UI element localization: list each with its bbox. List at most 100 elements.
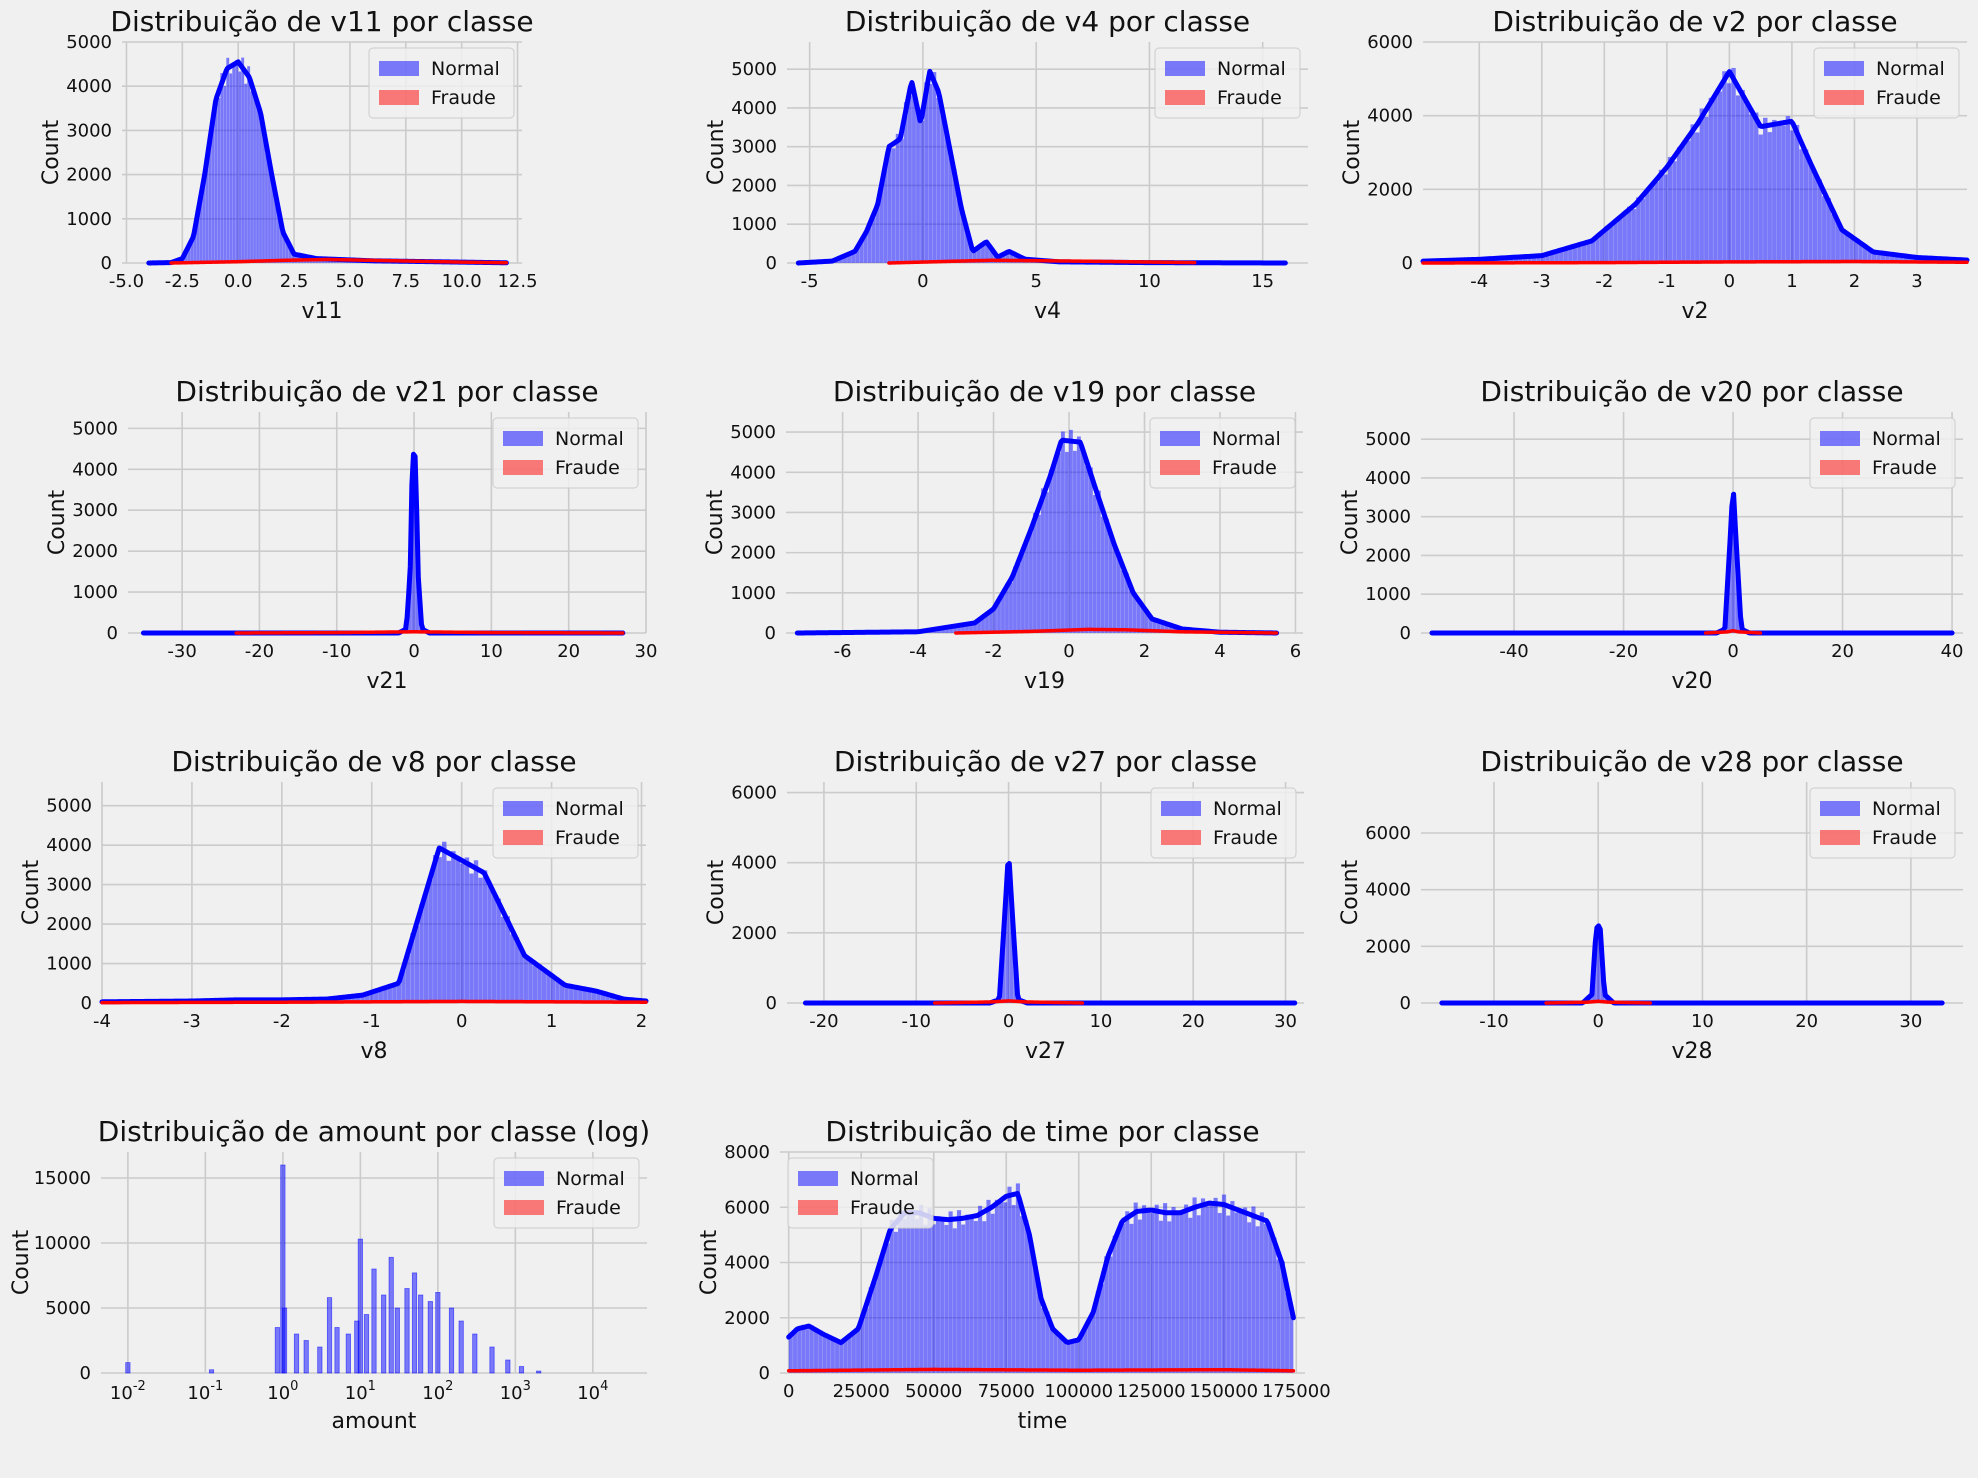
histogram-bar — [1096, 490, 1102, 634]
kde-line-fraude — [234, 630, 625, 635]
histogram-bar — [1238, 1212, 1244, 1374]
histogram-bar — [1049, 1327, 1054, 1374]
legend-swatch-fraude — [504, 1200, 544, 1215]
y-tick-label: 4000 — [731, 853, 777, 874]
histogram-bar — [969, 1215, 974, 1374]
histogram-bar — [1016, 563, 1022, 634]
histogram-bar — [1780, 125, 1786, 264]
histogram-bar — [1188, 1217, 1193, 1374]
histogram-bar — [1767, 131, 1773, 264]
histogram-bar — [1008, 582, 1014, 634]
histogram-bar — [1040, 1307, 1046, 1374]
histogram-bar — [1726, 82, 1732, 264]
legend-label-normal: Normal — [1212, 428, 1281, 450]
subplot-amount: 10-2 10-1 100 101 102 103 104 0 5000 10000 15000 Di… — [9, 1115, 650, 1434]
chart-title: Distribuição de v21 por classe — [175, 375, 598, 408]
y-tick-label: 0 — [766, 993, 777, 1014]
histogram-bar — [914, 1218, 920, 1374]
chart-title: Distribuição de v8 por classe — [171, 745, 576, 778]
subplot-v8: -4 -3 -2 -1 0 1 2 0 1000 2000 3000 4000 5000 Distribu… — [19, 745, 649, 1064]
histogram-bar — [441, 841, 447, 1004]
histogram-bar — [371, 1268, 377, 1374]
histogram-bar — [907, 95, 913, 264]
kde-line-normal — [794, 437, 1280, 636]
x-tick-label: 0 — [1592, 1011, 1603, 1032]
histogram-bar — [223, 85, 227, 264]
histogram-bar — [1590, 240, 1596, 264]
histogram-bar — [255, 101, 260, 264]
histogram-bar — [1663, 174, 1669, 264]
histogram-bar — [232, 61, 236, 264]
histogram-bar — [411, 1272, 418, 1374]
histogram-bar — [1183, 1204, 1189, 1374]
histogram-bar — [1068, 429, 1074, 634]
y-tick-label: 6000 — [1365, 823, 1411, 844]
histogram-bar — [1145, 1211, 1151, 1374]
kde-line-fraude — [887, 258, 1197, 265]
histogram-bar — [357, 1238, 363, 1374]
histogram-bar — [240, 57, 245, 264]
x-tick-label: 6 — [1290, 641, 1301, 662]
histogram-bar — [125, 1362, 131, 1374]
x-tick-label: -1 — [363, 1011, 381, 1032]
histogram-bar — [363, 1314, 370, 1374]
legend-label-fraude: Fraude — [850, 1197, 915, 1219]
y-axis-label: Count — [1338, 859, 1363, 925]
legend-label-normal: Normal — [555, 798, 624, 820]
histogram-bar — [345, 1333, 351, 1374]
legend-swatch-normal — [1165, 61, 1205, 76]
histogram-bar — [994, 1199, 1000, 1374]
legend-label-fraude: Fraude — [1212, 457, 1277, 479]
histogram-bar — [1658, 169, 1664, 264]
histogram-bar — [435, 1292, 441, 1374]
histogram-bar — [418, 1294, 424, 1374]
x-tick-label: -10 — [322, 641, 351, 662]
subplot-time: 0 25000 50000 75000 100000 125000 150000 175000… — [697, 1115, 1331, 1434]
histogram-bar — [796, 1330, 802, 1374]
x-tick-label: 0 — [917, 271, 928, 292]
histogram-bar — [1690, 124, 1696, 264]
histogram-bar — [1676, 147, 1682, 264]
y-tick-label: 5000 — [46, 796, 92, 817]
histogram-bar — [1175, 1214, 1181, 1374]
x-tick-label: 0 — [1063, 641, 1074, 662]
histogram-bar — [1263, 1223, 1269, 1374]
histogram-bar — [1771, 119, 1777, 264]
y-tick-label: 8000 — [724, 1142, 770, 1163]
x-tick-label: 5.0 — [336, 271, 365, 292]
histogram-bar — [1699, 108, 1705, 264]
histogram-bar — [817, 1332, 823, 1374]
y-axis-label: Count — [704, 859, 729, 925]
histogram-bar — [981, 1220, 987, 1374]
legend-swatch-fraude — [1824, 90, 1864, 105]
histogram-bar — [1074, 1338, 1080, 1374]
histogram-bar — [1084, 465, 1090, 634]
histogram-bar — [274, 1327, 280, 1374]
histogram-bar — [388, 1256, 394, 1374]
y-tick-label: 4000 — [1365, 468, 1411, 489]
histogram-bar — [1653, 181, 1659, 264]
histogram-bar — [1830, 214, 1836, 264]
histogram-bar — [450, 850, 456, 1004]
y-tick-label: 3000 — [72, 500, 118, 521]
histogram-bar — [944, 1224, 949, 1374]
histogram-bar — [317, 1346, 323, 1374]
x-tick-label: -1 — [1658, 271, 1676, 292]
legend-swatch-normal — [504, 1171, 544, 1186]
histogram-bar — [1209, 1204, 1214, 1374]
kde-line-fraude — [954, 627, 1279, 635]
histogram-bar — [876, 1264, 882, 1374]
histogram-bar — [1576, 245, 1582, 264]
histogram-bar — [931, 1224, 937, 1374]
histogram-bar — [973, 1220, 979, 1374]
y-tick-label: 6000 — [731, 783, 777, 804]
legend-swatch-normal — [1820, 431, 1860, 446]
histogram-bar — [478, 877, 483, 1004]
y-axis-label: Count — [704, 119, 729, 185]
x-tick-label: -2 — [1595, 271, 1613, 292]
kde-line-fraude — [1544, 999, 1653, 1005]
histogram-bar — [394, 1307, 400, 1374]
legend: Normal Fraude — [1154, 47, 1301, 119]
x-tick-label: -4 — [909, 641, 927, 662]
y-axis-label: Count — [9, 1229, 34, 1295]
